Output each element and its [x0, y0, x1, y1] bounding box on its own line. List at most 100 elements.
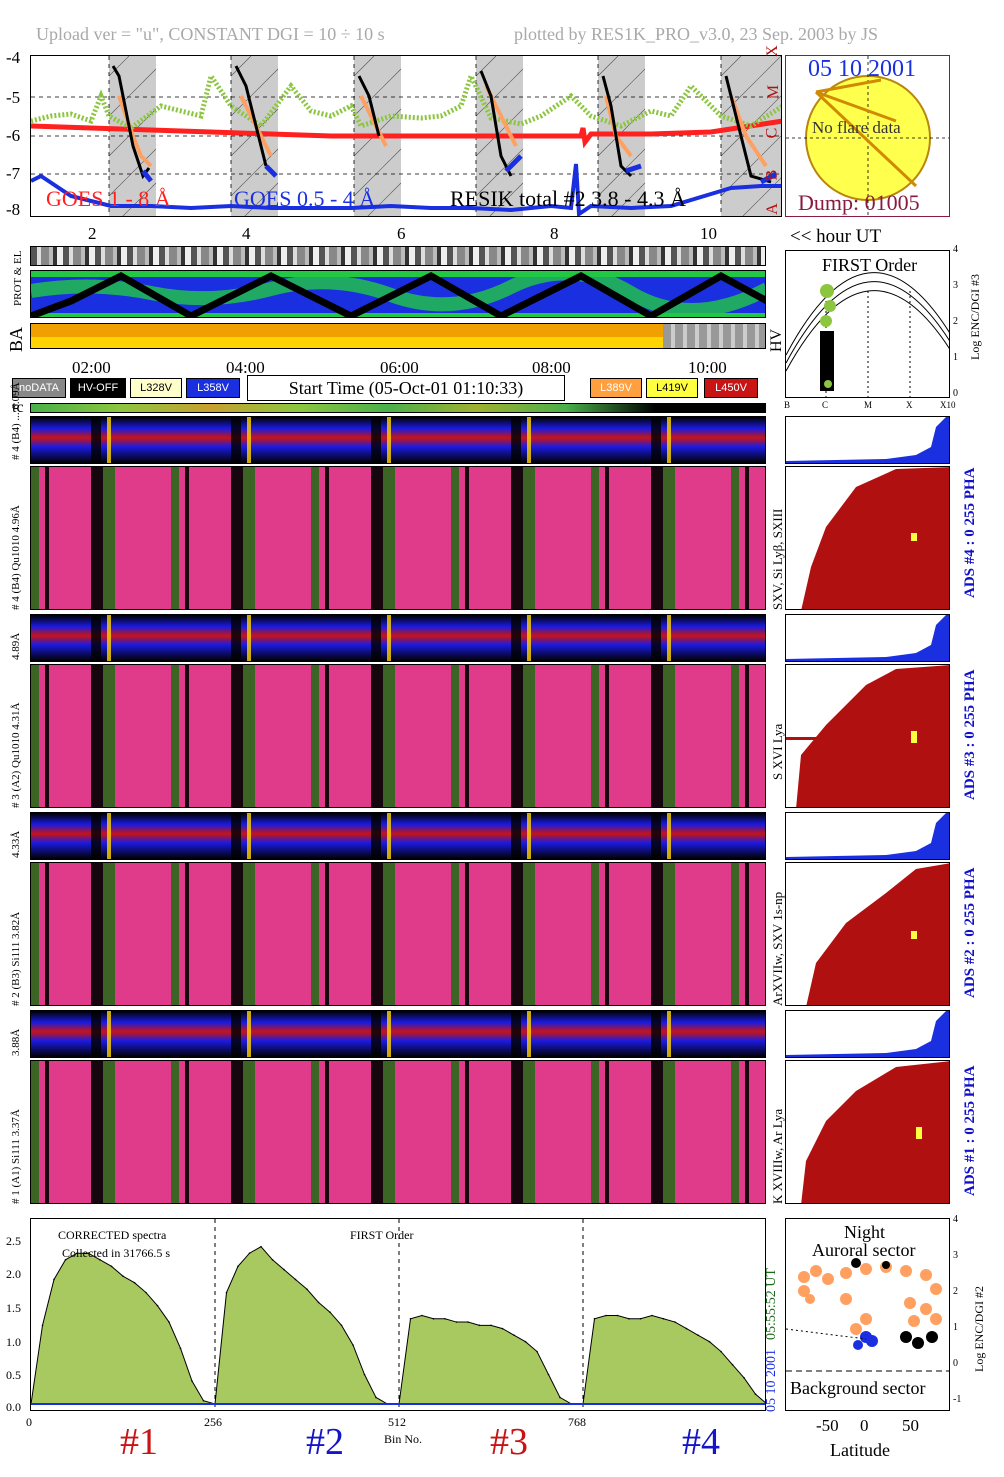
ads-label-2: ADS #2 : 0 255 PHA	[962, 867, 978, 998]
spectrum-point	[294, 1278, 297, 1281]
pha-hist-plot	[786, 615, 949, 661]
lines-label-1: K XVIIIw, Ar Lya	[770, 1108, 785, 1204]
lat-auroral: Auroral sector	[812, 1240, 916, 1260]
ads-hist-plot	[801, 467, 949, 609]
legend-l450: L450V	[704, 378, 758, 398]
spectrum-ytick: 1.0	[6, 1335, 21, 1349]
spectrum-point	[593, 1317, 596, 1320]
lat-ylabel: Log ENC/DGI #2	[972, 1286, 986, 1372]
pha-strip-ch1	[30, 1010, 766, 1058]
spectrum-point	[467, 1321, 469, 1323]
lat-ytick: 0	[953, 1358, 958, 1369]
spectrum-point	[248, 1252, 251, 1255]
spectrum-panel	[30, 1218, 766, 1411]
fo-ytick: 2	[953, 316, 958, 327]
channel-pha-label-2: 4.33Å	[10, 830, 22, 858]
hour-tick: 8	[550, 224, 559, 243]
spectrum-xtick: 256	[204, 1415, 222, 1429]
spectrum-title: CORRECTED spectra	[58, 1228, 167, 1242]
spectrum-xtick: 768	[568, 1415, 586, 1429]
fo-ytick: 3	[953, 280, 958, 291]
class-letter-a: A	[763, 203, 781, 215]
spectrum-point	[260, 1245, 262, 1248]
spectrum-point	[237, 1265, 239, 1268]
spectrum-point	[513, 1334, 515, 1336]
ba-strip	[30, 323, 766, 349]
ads-label-3: ADS #3 : 0 255 PHA	[962, 669, 978, 800]
spectrum-point	[536, 1350, 538, 1353]
lines-label-4: SXV, Si Lyβ, SXIII	[770, 508, 785, 610]
spectrum-point	[41, 1324, 44, 1327]
hour-tick: 10	[700, 224, 717, 243]
spectrum-point	[697, 1334, 699, 1336]
spectrum-xtick: 0	[26, 1415, 32, 1429]
spectrum-point	[628, 1317, 630, 1320]
hour-tick: 6	[397, 224, 406, 243]
prot-el-label: PROT & EL	[12, 250, 24, 306]
spectrum-point	[168, 1321, 170, 1323]
spectrum-point	[731, 1363, 734, 1366]
legend-nodata: noDATA	[12, 378, 66, 398]
channel-pha-label-4: # 4 (B4) ... 6.09Å	[10, 382, 22, 460]
fo-ytick: 0	[953, 388, 958, 399]
spectrum-point	[490, 1324, 492, 1327]
spectrum-point	[432, 1317, 435, 1320]
latitude-panel	[785, 1218, 950, 1411]
channel-pha-label-1: 3.88Å	[10, 1028, 22, 1056]
no-flare-label: No flare data	[812, 118, 901, 137]
hour-tick: 2	[88, 224, 97, 243]
spectrum-area	[31, 1246, 765, 1405]
spectrum-point	[409, 1317, 412, 1320]
first-order-plot	[786, 272, 949, 397]
spectrum-point	[202, 1399, 205, 1402]
black-points	[851, 1258, 938, 1349]
spectrum-point	[685, 1327, 688, 1330]
header-right: plotted by RES1K_PRO_v3.0, 23 Sep. 2003 …	[514, 24, 879, 44]
grayscale-strip	[30, 246, 766, 266]
ads-hist-ch1	[785, 1060, 950, 1204]
ads-hist-ch4	[785, 466, 950, 610]
spectrum-point	[455, 1321, 458, 1323]
pha-strip-ch3	[30, 614, 766, 662]
sun-date: 05 10 2001	[808, 56, 916, 82]
spectrum-point	[283, 1268, 285, 1271]
lat-ytick: 2	[953, 1286, 958, 1297]
sun-diagram	[786, 56, 949, 216]
dump-label: Dump: 01005	[798, 190, 920, 215]
time-tick: 04:00	[226, 358, 265, 377]
channel-label-1: # 1 (A1) Si111 3.37Å	[10, 1109, 22, 1204]
spectrum-point	[306, 1288, 308, 1291]
class-letter-m: M	[765, 84, 783, 100]
pha-hist-ch4	[785, 416, 950, 464]
spectrum-point	[352, 1344, 354, 1346]
spectrum-side-time: 05:55:52 UT	[764, 1268, 779, 1340]
pha-hist-plot	[786, 813, 949, 859]
pha-hist-ch1	[785, 1010, 950, 1058]
spectrum-point	[133, 1281, 136, 1284]
legend-l389: L389V	[590, 378, 642, 398]
time-tick: 08:00	[532, 358, 571, 377]
fo-xtick: X10	[940, 400, 956, 410]
prot-el-strip	[30, 270, 766, 318]
spectrum-point	[363, 1373, 366, 1376]
lines-label-3: S XVI Lya	[770, 723, 785, 780]
spectrum-point	[708, 1340, 711, 1343]
channel-big-label-1: #1	[120, 1421, 158, 1463]
ads-hist-ch3	[785, 664, 950, 808]
spectrum-ytick: 0.0	[6, 1400, 21, 1414]
tc-label: tc	[12, 399, 24, 416]
ads-hist-plot	[801, 1061, 949, 1203]
spectrum-point	[421, 1314, 423, 1317]
lat-xtick: 50	[902, 1416, 919, 1435]
pha-strip-ch4	[30, 416, 766, 464]
spectrum-point	[110, 1265, 113, 1268]
spectrum-point	[444, 1317, 446, 1320]
spectrum-point	[559, 1396, 561, 1399]
class-letter-x: X	[763, 45, 781, 57]
spectrum-first-order: FIRST Order	[350, 1228, 414, 1242]
first-order-ylabel: Log ENC/DGI #3	[968, 274, 982, 360]
prot-el-plot	[31, 271, 765, 317]
time-tick: 02:00	[72, 358, 111, 377]
legend-l358: L358V	[186, 378, 240, 398]
channel-label-4: # 4 (B4) Qu1010 4.96Å	[10, 505, 22, 610]
